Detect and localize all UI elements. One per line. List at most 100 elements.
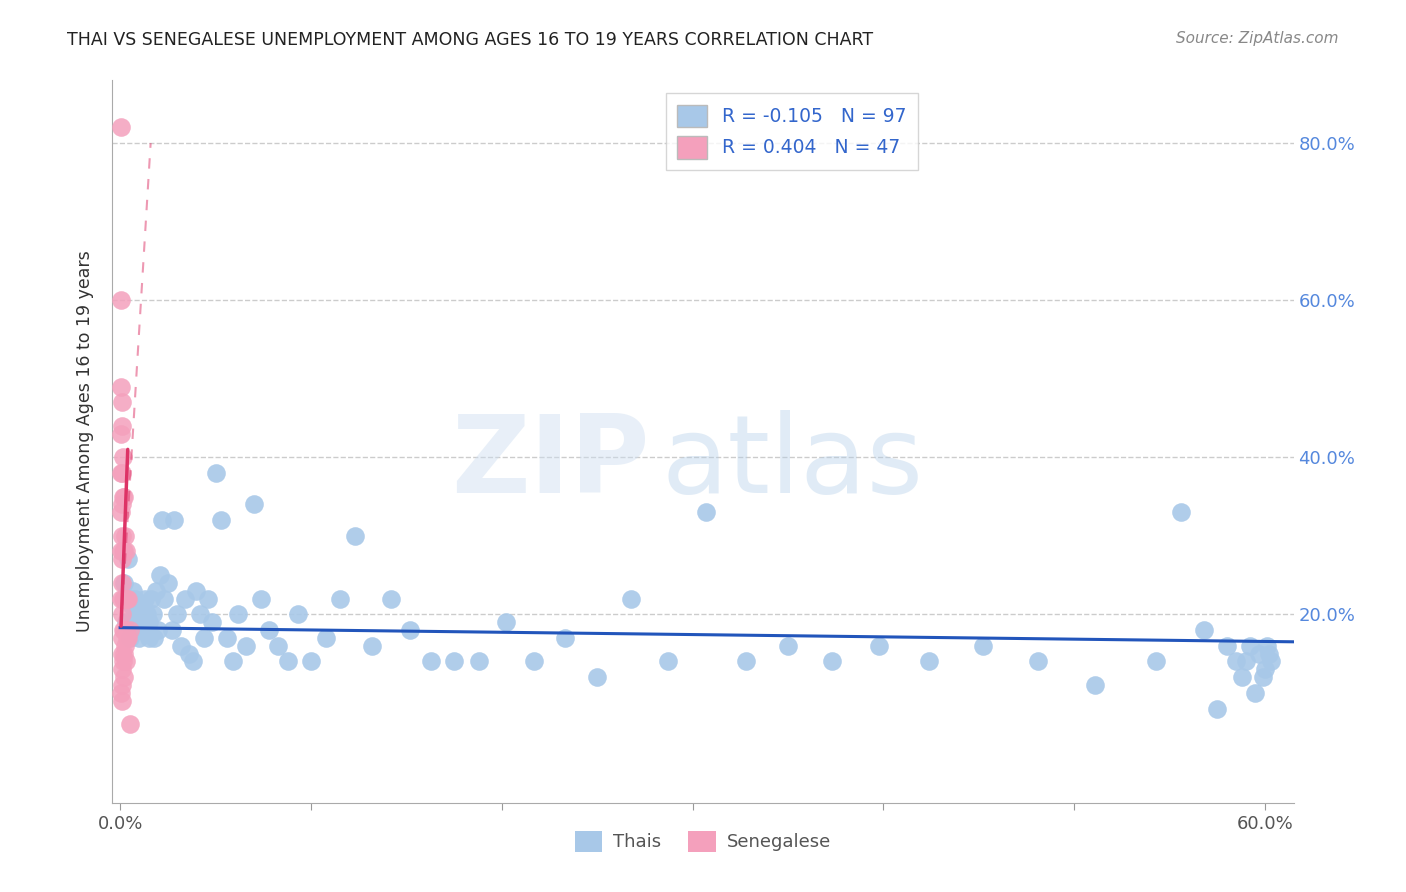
Point xyxy=(112,490,135,504)
Point xyxy=(1192,623,1215,637)
Point xyxy=(134,591,156,606)
Point xyxy=(129,623,152,637)
Point xyxy=(468,655,491,669)
Point xyxy=(1084,678,1107,692)
Point xyxy=(150,513,173,527)
Point xyxy=(111,529,134,543)
Point xyxy=(127,607,149,622)
Point xyxy=(299,655,322,669)
Point xyxy=(122,583,145,598)
Point xyxy=(110,426,132,441)
Point xyxy=(138,631,160,645)
Point xyxy=(110,505,132,519)
Point xyxy=(111,418,134,433)
Point xyxy=(267,639,290,653)
Point xyxy=(153,591,176,606)
Point xyxy=(420,655,443,669)
Point xyxy=(138,615,160,630)
Point xyxy=(277,655,299,669)
Point xyxy=(361,639,384,653)
Point xyxy=(114,529,136,543)
Point xyxy=(110,293,132,308)
Point xyxy=(193,631,215,645)
Point xyxy=(129,607,152,622)
Point xyxy=(122,623,145,637)
Point xyxy=(111,450,134,465)
Point xyxy=(523,655,546,669)
Point xyxy=(495,615,517,630)
Point xyxy=(776,639,799,653)
Point xyxy=(1216,639,1239,653)
Point xyxy=(177,647,200,661)
Point xyxy=(118,623,141,637)
Point xyxy=(112,575,135,590)
Point xyxy=(695,505,717,519)
Point xyxy=(111,544,134,558)
Point xyxy=(111,678,134,692)
Point xyxy=(111,575,134,590)
Point xyxy=(186,583,208,598)
Point xyxy=(1206,701,1229,715)
Point xyxy=(139,591,162,606)
Point xyxy=(114,623,136,637)
Point xyxy=(115,591,138,606)
Point xyxy=(112,647,135,661)
Point xyxy=(128,599,150,614)
Point xyxy=(117,631,139,645)
Point xyxy=(215,631,238,645)
Point xyxy=(554,631,576,645)
Point xyxy=(242,497,264,511)
Point xyxy=(111,631,134,645)
Point xyxy=(443,655,465,669)
Point xyxy=(156,575,179,590)
Point xyxy=(132,615,155,630)
Point xyxy=(1225,655,1247,669)
Point xyxy=(149,568,172,582)
Point xyxy=(221,655,243,669)
Point xyxy=(1256,639,1278,653)
Point xyxy=(111,694,134,708)
Point xyxy=(620,591,643,606)
Point xyxy=(1257,647,1279,661)
Point xyxy=(134,623,156,637)
Point xyxy=(110,686,132,700)
Point xyxy=(1144,655,1167,669)
Point xyxy=(114,544,136,558)
Point xyxy=(972,639,994,653)
Point xyxy=(918,655,941,669)
Point xyxy=(399,623,422,637)
Point xyxy=(110,466,132,480)
Point xyxy=(112,544,135,558)
Point xyxy=(821,655,844,669)
Point xyxy=(145,583,167,598)
Point xyxy=(124,615,146,630)
Point xyxy=(160,623,183,637)
Point xyxy=(111,395,134,409)
Text: ZIP: ZIP xyxy=(451,410,650,516)
Point xyxy=(250,591,273,606)
Point xyxy=(170,639,193,653)
Point xyxy=(188,607,211,622)
Point xyxy=(135,607,157,622)
Point xyxy=(204,466,226,480)
Point xyxy=(111,591,134,606)
Point xyxy=(111,623,134,637)
Point xyxy=(111,647,134,661)
Point xyxy=(111,497,134,511)
Point xyxy=(121,615,143,630)
Point xyxy=(1260,655,1282,669)
Point xyxy=(118,591,141,606)
Point xyxy=(1254,662,1277,676)
Point xyxy=(586,670,609,684)
Point xyxy=(287,607,309,622)
Point xyxy=(110,379,132,393)
Point xyxy=(114,591,136,606)
Point xyxy=(112,623,135,637)
Point xyxy=(1234,655,1257,669)
Point xyxy=(1239,639,1261,653)
Y-axis label: Unemployment Among Ages 16 to 19 years: Unemployment Among Ages 16 to 19 years xyxy=(76,251,94,632)
Point xyxy=(118,631,141,645)
Point xyxy=(162,513,184,527)
Point xyxy=(201,615,224,630)
Point xyxy=(118,717,141,731)
